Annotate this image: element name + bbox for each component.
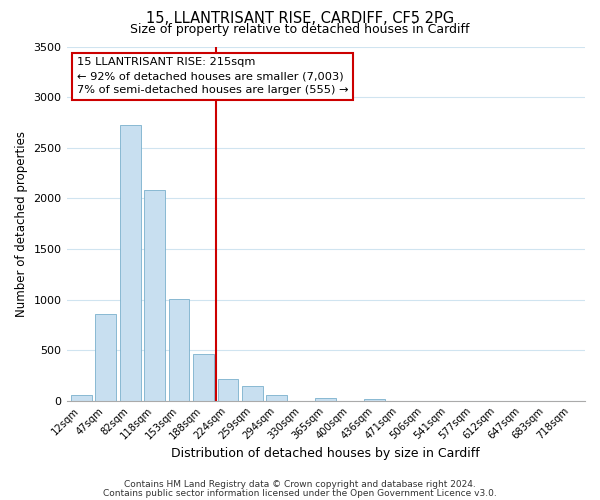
X-axis label: Distribution of detached houses by size in Cardiff: Distribution of detached houses by size … — [172, 447, 480, 460]
Bar — [120, 126, 140, 401]
Bar — [316, 398, 336, 401]
Text: Contains public sector information licensed under the Open Government Licence v3: Contains public sector information licen… — [103, 488, 497, 498]
Bar — [169, 298, 190, 401]
Text: 15, LLANTRISANT RISE, CARDIFF, CF5 2PG: 15, LLANTRISANT RISE, CARDIFF, CF5 2PG — [146, 11, 454, 26]
Text: Contains HM Land Registry data © Crown copyright and database right 2024.: Contains HM Land Registry data © Crown c… — [124, 480, 476, 489]
Bar — [266, 396, 287, 401]
Text: Size of property relative to detached houses in Cardiff: Size of property relative to detached ho… — [130, 22, 470, 36]
Bar — [193, 354, 214, 401]
Y-axis label: Number of detached properties: Number of detached properties — [15, 130, 28, 316]
Bar — [144, 190, 165, 401]
Bar — [71, 396, 92, 401]
Bar — [218, 379, 238, 401]
Text: 15 LLANTRISANT RISE: 215sqm
← 92% of detached houses are smaller (7,003)
7% of s: 15 LLANTRISANT RISE: 215sqm ← 92% of det… — [77, 57, 349, 95]
Bar — [242, 386, 263, 401]
Bar — [364, 399, 385, 401]
Bar — [95, 314, 116, 401]
